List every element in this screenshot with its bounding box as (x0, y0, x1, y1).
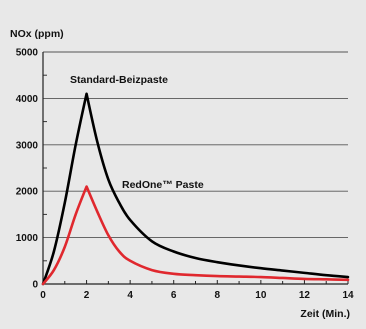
x-tick-label: 10 (255, 290, 267, 301)
series-label-redone: RedOne™ Paste (122, 179, 204, 191)
y-tick-label: 0 (32, 280, 38, 291)
x-tick-label: 8 (215, 290, 221, 301)
y-tick-label: 5000 (16, 48, 39, 59)
y-tick-label: 2000 (16, 187, 39, 198)
y-axis-title: NOx (ppm) (10, 28, 64, 40)
y-tick-label: 1000 (16, 233, 39, 244)
x-tick-label: 6 (171, 290, 177, 301)
series-label-standard: Standard-Beizpaste (70, 74, 168, 86)
x-axis-title: Zeit (Min.) (300, 308, 350, 320)
grid-lines (43, 51, 348, 239)
series-line-redone-paste (41, 185, 350, 286)
x-tick-label: 4 (127, 290, 133, 301)
series-lines (41, 92, 350, 286)
x-tick-label: 0 (40, 290, 46, 301)
y-tick-label: 3000 (16, 140, 39, 151)
x-tick-label: 14 (342, 290, 354, 301)
x-tick-label: 12 (299, 290, 311, 301)
x-tick-label: 2 (84, 290, 90, 301)
tick-labels: 0 1000 2000 3000 4000 5000 0 2 4 6 8 10 12 14 (16, 48, 354, 302)
y-tick-label: 4000 (16, 94, 39, 105)
series-line-standard-beizpaste (41, 92, 350, 286)
